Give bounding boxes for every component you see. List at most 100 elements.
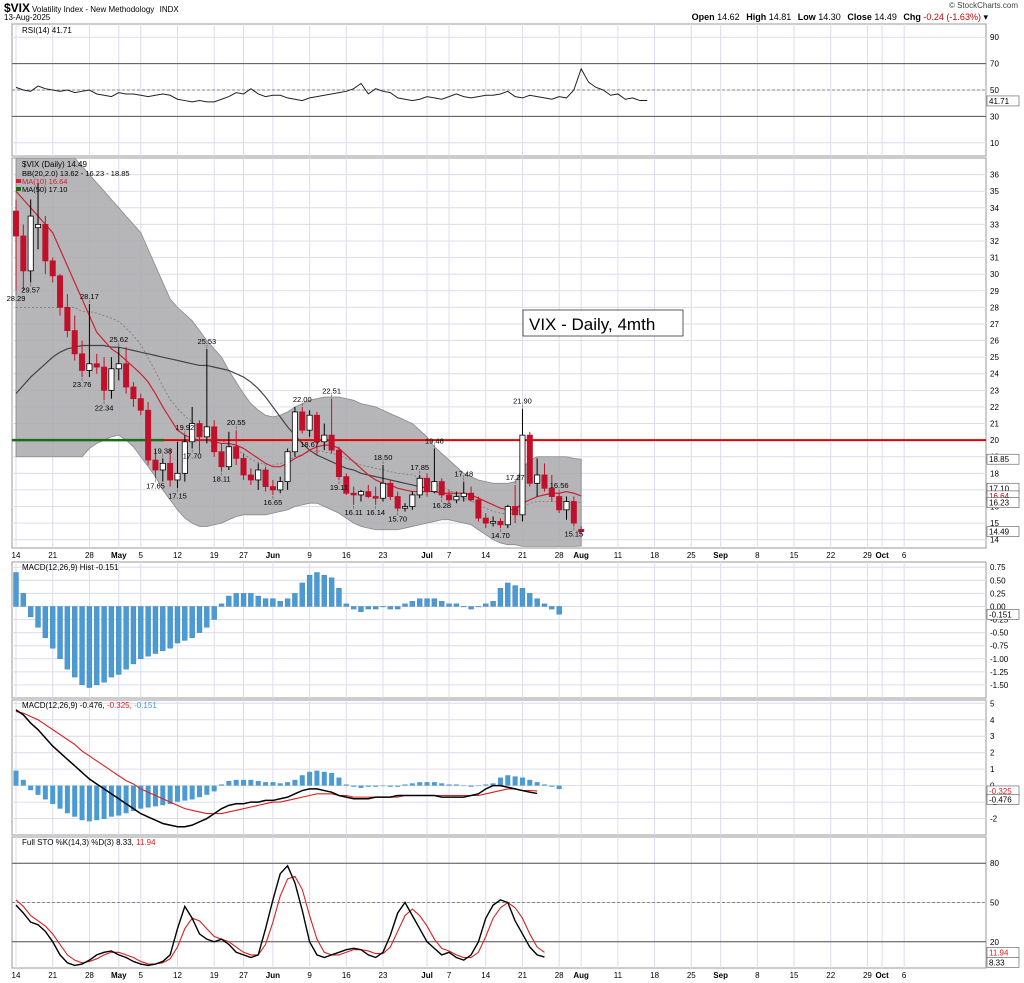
candle-body <box>203 426 210 438</box>
y-tick-label: 80 <box>990 859 999 868</box>
price-label: 28.17 <box>80 292 99 301</box>
macd-bar <box>197 785 202 798</box>
x-axis-labels-bottom: 14 21 28 May 5 12 19 27 Jun 9 16 23 Jul 7 14 21 28 Aug 11 1… <box>12 971 907 980</box>
price-label: 18.67 <box>300 440 319 449</box>
candle-body <box>431 481 438 492</box>
x-tick-label: Oct <box>875 971 889 980</box>
macd-bar <box>402 784 408 786</box>
y-tick-label: -0.25 <box>990 616 1009 625</box>
macd-bar <box>292 779 298 786</box>
macd-bar <box>145 785 151 808</box>
macd-bar <box>387 785 393 787</box>
candle-body <box>379 482 386 499</box>
x-tick-label: 25 <box>687 971 696 980</box>
x-tick-label: Aug <box>573 551 589 560</box>
macd-hist-bar <box>549 606 555 610</box>
x-tick-label: 11 <box>614 551 623 560</box>
macd-bar <box>211 785 217 792</box>
candle-body <box>343 476 350 494</box>
macd-hist-bar <box>483 603 489 607</box>
price-badge: 16.64 <box>989 492 1010 501</box>
x-tick-label: 29 <box>863 551 872 560</box>
macd-bar <box>13 770 19 786</box>
x-tick-label: 18 <box>650 551 659 560</box>
macd-bar <box>556 785 562 790</box>
price-label: 17.65 <box>146 481 165 490</box>
macd-hist-bar <box>417 598 423 607</box>
chart-date: 13-Aug-2025 <box>4 13 51 22</box>
macd-hist-bar <box>174 606 181 644</box>
macd-hist-bar <box>204 606 210 628</box>
y-tick-label: 23 <box>990 386 999 395</box>
macd-title: MACD(12,26,9) -0.476, -0.325, -0.151 <box>22 701 157 710</box>
candle-body <box>424 477 431 492</box>
candle-body <box>284 451 291 483</box>
high-value: 14.81 <box>768 12 792 22</box>
macd-hist-bar <box>57 606 63 659</box>
candle-body <box>497 521 504 526</box>
x-tick-label: Aug <box>573 971 589 980</box>
macd-bar <box>233 779 239 786</box>
candle-body <box>12 210 19 237</box>
price-label: 17.70 <box>183 451 202 460</box>
macd-title-signal: -0.325, <box>107 701 134 710</box>
y-tick-label: 1 <box>990 765 995 774</box>
y-tick-label: 21 <box>990 420 999 429</box>
legend-bb: BB(20,2.0) 13.62 - 16.23 - 18.85 <box>22 169 130 178</box>
candle-body <box>64 306 71 331</box>
macd-hist-bar <box>123 606 129 670</box>
macd-bar <box>380 785 386 787</box>
macd-hist-bar <box>409 601 416 607</box>
macd-hist-bar <box>446 603 452 607</box>
y-tick-label: 4 <box>990 716 995 725</box>
price-badge: 17.10 <box>989 484 1010 493</box>
index-name: Volatility Index - New Methodology <box>32 5 155 14</box>
macd-hist-bar <box>350 606 357 610</box>
candle-body <box>328 434 335 451</box>
macd-hist-bar <box>35 606 41 628</box>
stoch-title-d: 11.94 <box>136 838 156 847</box>
macd-bar <box>277 783 283 786</box>
macd-hist-bar <box>218 603 225 607</box>
candle-body <box>181 441 188 474</box>
y-tick-label: 0.50 <box>990 576 1006 585</box>
macd-hist-bar <box>395 606 401 610</box>
x-tick-label: 15 <box>790 971 799 980</box>
macd-bar <box>42 785 48 800</box>
candle-body <box>570 501 577 524</box>
macd-bars <box>13 770 562 822</box>
x-tick-label: 22 <box>826 551 835 560</box>
macd-hist-bar <box>328 577 335 607</box>
legend-ma10-swatch <box>16 179 21 183</box>
candle-body <box>313 414 320 443</box>
ma50-line <box>15 344 428 489</box>
price-label: 16.65 <box>264 498 283 507</box>
stoch-title-main: Full STO %K(14,3) %D(3) 8.33, <box>22 838 136 847</box>
candle-body <box>321 434 328 443</box>
macd-bar <box>314 770 320 786</box>
candle-body <box>291 411 298 453</box>
price-label: 14.70 <box>491 531 510 540</box>
macd-bar <box>226 781 232 786</box>
macd-hist-bar <box>512 585 518 607</box>
macd-hist-bar <box>321 574 327 607</box>
x-tick-label: 14 <box>12 971 21 980</box>
y-tick-label: 20 <box>990 938 999 947</box>
macd-hist-bar <box>387 606 393 610</box>
macd-bar <box>439 783 445 786</box>
macd-hist-bar <box>468 606 474 610</box>
x-tick-label: 23 <box>379 551 388 560</box>
candle-body <box>152 459 159 471</box>
candle-body <box>460 492 467 497</box>
x-tick-label: 21 <box>48 551 57 560</box>
macd-bar <box>461 785 467 787</box>
x-tick-label: 5 <box>139 971 144 980</box>
x-tick-label: 14 <box>481 971 490 980</box>
candle-body <box>247 474 254 481</box>
x-tick-label: 7 <box>447 551 452 560</box>
macd-hist-bar <box>292 593 298 607</box>
x-tick-label: 12 <box>173 971 182 980</box>
